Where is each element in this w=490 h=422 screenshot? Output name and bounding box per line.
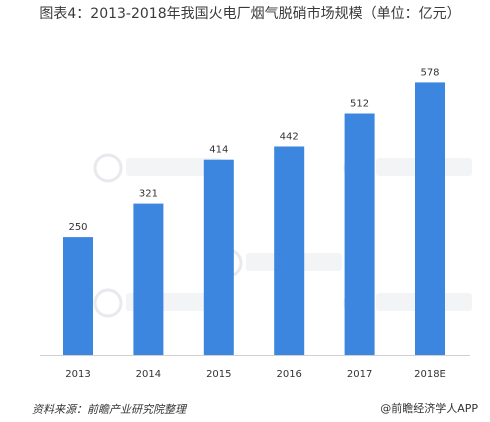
data-label-2014: 321	[139, 189, 158, 200]
x-tick-label-2016: 2016	[276, 369, 301, 380]
x-tick-label-2013: 2013	[65, 369, 90, 380]
x-tick-label-2015: 2015	[206, 369, 231, 380]
watermark-logo-icon	[93, 153, 123, 183]
brand-label: @前瞻经济学人APP	[380, 402, 478, 415]
x-tick-labels-group: 2013 2014 2015 2016 2017 2018E	[65, 369, 446, 380]
bar-2013	[63, 237, 93, 355]
bar-2017	[344, 113, 375, 355]
data-label-2015: 414	[209, 145, 228, 156]
chart-title: 图表4：2013-2018年我国火电厂烟气脱硝市场规模（单位：亿元）	[39, 6, 461, 22]
x-tick-label-2017: 2017	[347, 369, 372, 380]
bar-2014	[133, 203, 164, 355]
data-labels-group: 250 321 414 442 512 578	[68, 67, 439, 233]
bar-2015	[203, 159, 234, 355]
data-label-2013: 250	[68, 222, 87, 233]
x-tick-label-2014: 2014	[136, 369, 161, 380]
data-label-2017: 512	[350, 99, 369, 110]
data-label-2018E: 578	[420, 67, 439, 78]
bar-2018E	[415, 82, 445, 356]
data-label-2016: 442	[280, 132, 299, 143]
x-tick-label-2018E: 2018E	[414, 369, 446, 380]
watermark-logo-icon	[93, 288, 123, 318]
watermark-band	[126, 158, 222, 176]
bars-group	[63, 82, 445, 356]
bar-2016	[274, 146, 305, 355]
source-note: 资料来源：前瞻产业研究院整理	[32, 403, 186, 416]
